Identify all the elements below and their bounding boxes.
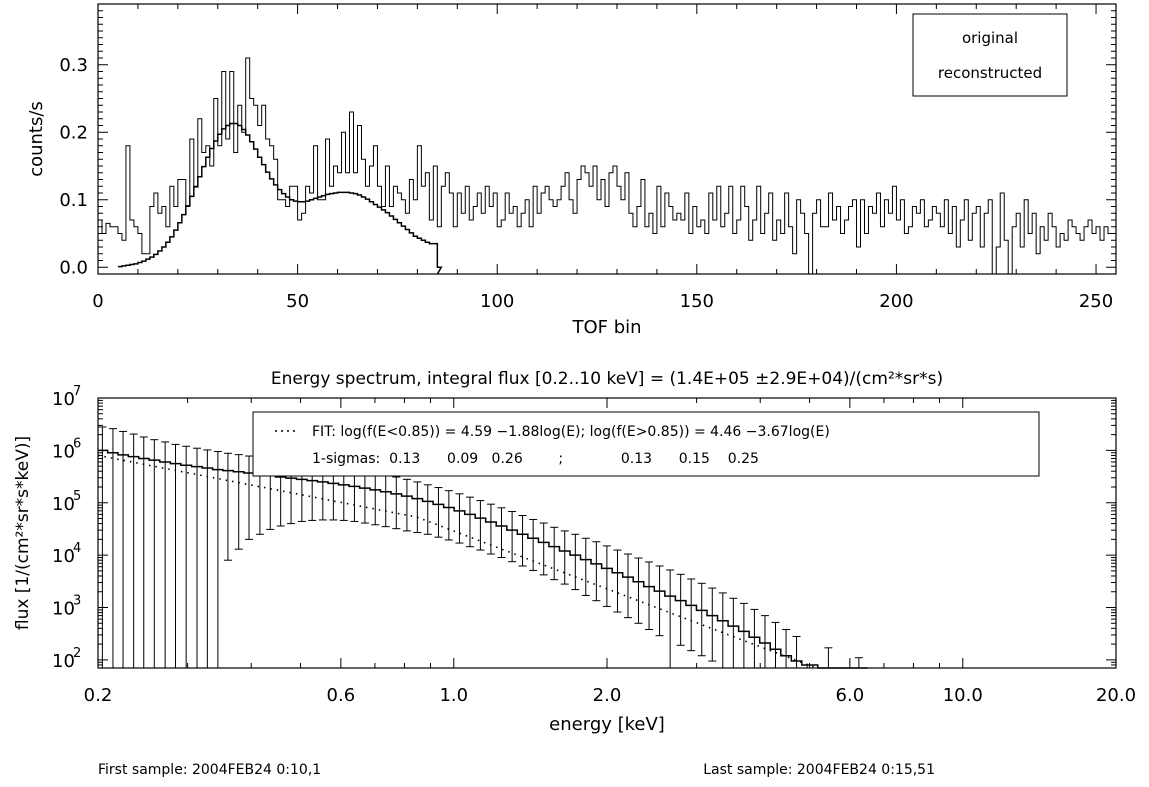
- bottom-chart-title: Energy spectrum, integral flux [0.2..10 …: [271, 369, 943, 389]
- series-original: [98, 57, 1113, 275]
- y-tick-label: 10: [52, 546, 75, 567]
- x-tick-label: 1.0: [439, 685, 468, 706]
- series-reconstructed: [117, 122, 443, 275]
- legend-reconstructed-label: reconstructed: [938, 64, 1042, 82]
- legend-sigma-text: 1-sigmas: 0.13 0.09 0.26 ; 0.13 0.15 0.2…: [312, 451, 759, 467]
- fit-line: [97, 454, 819, 669]
- y-tick-label: 10: [52, 494, 75, 515]
- x-tick-label: 0.2: [84, 685, 113, 706]
- legend-fit-text: FIT: log(f(E<0.85)) = 4.59 −1.88log(E); …: [312, 424, 830, 440]
- first-sample-text: First sample: 2004FEB24 0:10,1: [98, 762, 322, 778]
- bottom-legend: FIT: log(f(E<0.85)) = 4.59 −1.88log(E); …: [252, 411, 1040, 477]
- y-tick-label: 0.2: [59, 122, 88, 143]
- x-tick-label: 20.0: [1096, 685, 1136, 706]
- top-legend: original reconstructed: [912, 13, 1068, 97]
- y-tick-label: 0.1: [59, 190, 88, 211]
- x-tick-label: 250: [1079, 291, 1113, 312]
- y-tick-exponent: 7: [73, 384, 81, 399]
- y-tick-label: 10: [52, 599, 75, 620]
- x-tick-label: 150: [680, 291, 714, 312]
- x-tick-label: 0: [92, 291, 103, 312]
- x-tick-label: 6.0: [836, 685, 865, 706]
- bottom-series-group: [97, 426, 868, 669]
- x-tick-label: 100: [480, 291, 514, 312]
- y-tick-exponent: 4: [73, 541, 81, 556]
- top-series-group: [98, 57, 1113, 275]
- y-tick-label: 0.3: [59, 55, 88, 76]
- top-axis-ticks: 0 50 100 150 200 250 0.0 0.1 0.2 0.3: [59, 4, 1116, 312]
- top-legend-box: [912, 13, 1068, 97]
- bottom-chart: Energy spectrum, integral flux [0.2..10 …: [13, 369, 1136, 735]
- x-tick-label: 200: [879, 291, 913, 312]
- y-tick-exponent: 2: [73, 646, 81, 661]
- last-sample-text: Last sample: 2004FEB24 0:15,51: [703, 762, 935, 778]
- x-tick-label: 0.6: [327, 685, 356, 706]
- y-tick-exponent: 6: [73, 436, 81, 451]
- bottom-y-axis-label: flux [1/(cm²*sr*s*keV)]: [13, 436, 33, 630]
- y-tick-exponent: 5: [73, 489, 81, 504]
- top-y-axis-label: counts/s: [26, 101, 47, 177]
- x-tick-label: 50: [286, 291, 309, 312]
- bottom-x-axis-label: energy [keV]: [549, 714, 665, 735]
- y-tick-label: 10: [52, 389, 75, 410]
- y-tick-label: 10: [52, 651, 75, 672]
- legend-original-label: original: [962, 29, 1018, 47]
- y-tick-label: 0.0: [59, 257, 88, 278]
- top-chart: 0 50 100 150 200 250 0.0 0.1 0.2 0.3 counts/s TOF…: [26, 3, 1117, 338]
- y-tick-label: 10: [52, 441, 75, 462]
- top-x-axis-label: TOF bin: [571, 317, 641, 338]
- x-tick-label: 2.0: [593, 685, 622, 706]
- bottom-axis-ticks: 0.2 0.6 1.0 2.0 6.0 10.0 20.010210310410510610…: [52, 384, 1136, 706]
- bottom-legend-box: [252, 411, 1040, 477]
- spectrum-histogram: [98, 449, 868, 669]
- x-tick-label: 10.0: [943, 685, 983, 706]
- y-tick-exponent: 3: [73, 594, 81, 609]
